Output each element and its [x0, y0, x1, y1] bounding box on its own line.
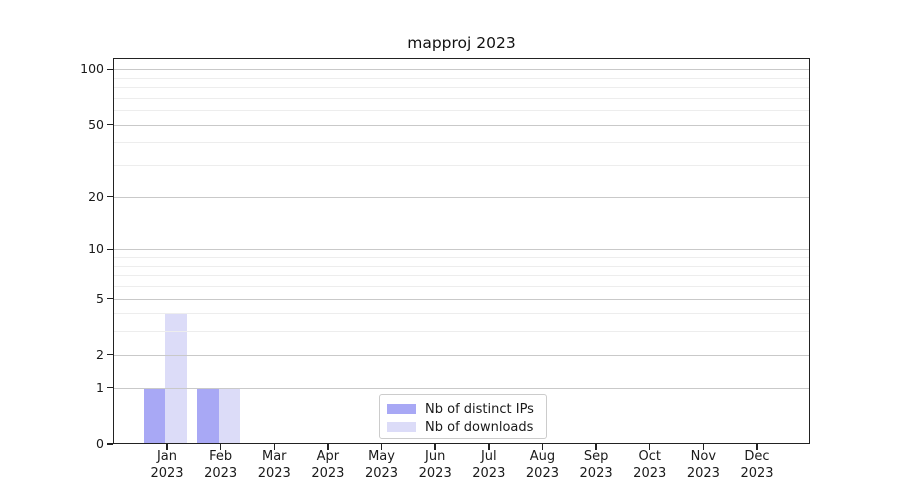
x-tick-year: 2023	[311, 465, 345, 481]
x-tick-mark	[380, 444, 383, 450]
bar-nb-of-downloads	[165, 313, 187, 444]
minor-gridline	[114, 110, 809, 112]
legend-item-downloads: Nb of downloads	[387, 418, 546, 436]
x-tick-year: 2023	[364, 465, 399, 481]
major-gridline	[114, 354, 809, 356]
bar-nb-of-downloads	[218, 387, 241, 444]
x-tick-year: 2023	[579, 465, 613, 481]
major-gridline	[114, 387, 809, 389]
x-tick-year: 2023	[686, 465, 720, 481]
x-tick-label: Jun 2023	[403, 449, 467, 482]
minor-gridline	[114, 265, 809, 267]
minor-gridline	[114, 142, 809, 144]
x-tick-year: 2023	[633, 465, 667, 481]
y-tick-mark	[107, 387, 113, 389]
x-tick-label: Aug 2023	[510, 449, 574, 482]
chart-title: mapproj 2023	[407, 34, 516, 52]
x-tick-month: Mar	[262, 449, 287, 464]
x-tick-label: Jul 2023	[457, 449, 521, 482]
x-tick-year: 2023	[472, 465, 506, 481]
plot-area-border	[113, 58, 810, 444]
x-tick-month: Feb	[209, 449, 233, 464]
x-tick-mark	[702, 444, 705, 450]
x-tick-year: 2023	[150, 465, 184, 481]
y-tick-mark	[107, 124, 113, 126]
x-tick-year: 2023	[257, 465, 291, 481]
x-tick-label: Mar 2023	[242, 449, 306, 482]
x-tick-mark	[649, 444, 651, 450]
major-gridline	[114, 124, 809, 126]
x-tick-mark	[488, 444, 490, 450]
x-tick-month: Sep	[583, 449, 609, 464]
y-tick-label: 5	[96, 290, 104, 306]
y-tick-label: 50	[88, 116, 104, 132]
y-tick-mark	[107, 297, 113, 300]
x-tick-label: Feb 2023	[189, 449, 253, 482]
x-tick-label: Jan 2023	[135, 449, 199, 482]
x-tick-month: May	[368, 449, 395, 464]
x-tick-mark	[541, 444, 544, 450]
x-tick-month: Oct	[638, 449, 661, 464]
x-tick-mark	[327, 444, 329, 450]
x-tick-mark	[434, 444, 436, 450]
x-tick-label: Oct 2023	[618, 449, 682, 482]
major-gridline	[114, 298, 809, 300]
x-tick-year: 2023	[740, 465, 774, 481]
x-tick-month: Aug	[529, 449, 556, 464]
x-tick-year: 2023	[204, 465, 238, 481]
x-tick-month: Dec	[744, 449, 770, 464]
minor-gridline	[114, 87, 809, 89]
minor-gridline	[114, 331, 809, 333]
legend-label-distinct-ips: Nb of distinct IPs	[425, 401, 534, 417]
x-tick-mark	[756, 444, 758, 450]
x-tick-month: Jul	[480, 449, 497, 464]
minor-gridline	[114, 257, 809, 259]
y-tick-label: 20	[88, 188, 104, 204]
minor-gridline	[114, 275, 809, 277]
major-gridline	[114, 249, 809, 251]
y-tick-mark	[107, 68, 113, 70]
legend-item-distinct-ips: Nb of distinct IPs	[387, 400, 546, 418]
x-tick-mark	[273, 444, 275, 450]
y-tick-mark	[107, 196, 113, 198]
x-tick-label: Apr 2023	[296, 449, 360, 482]
bar-nb-of-distinct-ips	[143, 387, 165, 444]
x-tick-month: Jun	[425, 449, 446, 464]
x-tick-mark	[166, 444, 168, 450]
major-gridline	[114, 69, 809, 71]
x-tick-year: 2023	[418, 465, 452, 481]
x-tick-label: Sep 2023	[564, 449, 628, 482]
minor-gridline	[114, 313, 809, 315]
y-tick-mark	[107, 354, 113, 356]
legend-swatch-distinct-ips	[387, 404, 416, 414]
legend-swatch-downloads	[387, 422, 416, 432]
x-tick-month: Jan	[156, 449, 178, 464]
y-tick-label: 10	[88, 241, 104, 257]
legend-label-downloads: Nb of downloads	[425, 419, 534, 435]
x-tick-label: May 2023	[350, 449, 414, 482]
minor-gridline	[114, 165, 809, 167]
y-tick-mark	[107, 248, 113, 250]
y-tick-label: 100	[80, 61, 104, 77]
x-tick-mark	[595, 444, 597, 450]
minor-gridline	[114, 97, 809, 99]
y-tick-label: 2	[96, 346, 104, 362]
y-tick-label: 0	[96, 436, 104, 451]
y-tick-label: 1	[96, 379, 104, 395]
legend: Nb of distinct IPs Nb of downloads	[379, 394, 547, 439]
bar-nb-of-distinct-ips	[197, 387, 219, 444]
y-tick-mark	[107, 443, 113, 445]
minor-gridline	[114, 77, 809, 79]
x-tick-label: Dec 2023	[725, 449, 789, 482]
x-tick-month: Apr	[316, 449, 340, 464]
x-tick-year: 2023	[525, 465, 559, 481]
x-tick-label: Nov 2023	[671, 449, 735, 482]
x-tick-mark	[219, 444, 222, 450]
x-tick-month: Nov	[690, 449, 717, 464]
minor-gridline	[114, 285, 809, 287]
major-gridline	[114, 196, 809, 198]
